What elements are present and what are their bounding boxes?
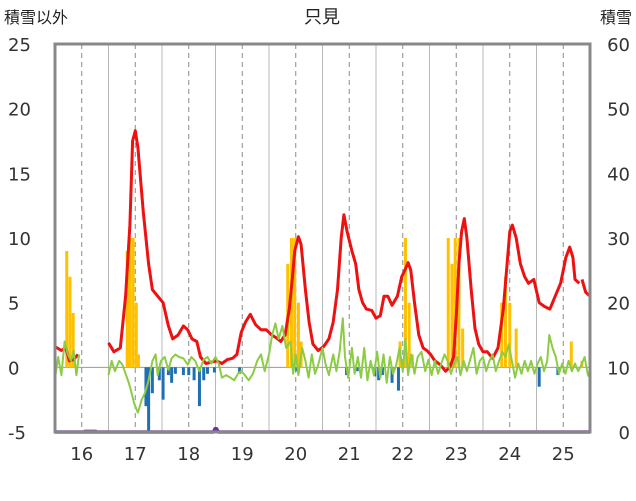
bar-precip (134, 302, 138, 368)
series-line (54, 340, 81, 378)
x-tick-label: 25 (552, 444, 575, 465)
left-tick-label: -5 (8, 423, 26, 444)
bar-precip (514, 328, 518, 368)
bar-blue (192, 367, 196, 381)
left-tick-label: 25 (8, 35, 31, 56)
bar-blue (238, 367, 242, 374)
x-tick-label: 24 (498, 444, 521, 465)
x-tick-label: 23 (445, 444, 468, 465)
bar-precip (403, 238, 407, 368)
series-line (107, 129, 581, 373)
bar-blue (150, 367, 154, 394)
bar-blue (170, 367, 174, 383)
right-axis-label: 積雪 (600, 8, 632, 27)
x-tick-label: 16 (70, 444, 93, 465)
bar-precip (500, 302, 504, 368)
right-tick-label: 0 (619, 423, 630, 444)
bar-precip (293, 238, 297, 368)
left-tick-label: 20 (8, 100, 31, 121)
bar-blue (197, 367, 201, 407)
bar-precip (446, 238, 450, 368)
left-tick-label: 0 (8, 358, 19, 379)
right-tick-label: 40 (607, 164, 630, 185)
bar-blue (537, 367, 541, 387)
bar-blue (396, 367, 400, 391)
bar-precip (68, 276, 72, 368)
bar-precip (71, 313, 75, 368)
bar-precip (508, 302, 512, 368)
right-tick-label: 50 (607, 100, 630, 121)
x-tick-label: 21 (338, 444, 361, 465)
left-tick-label: 15 (8, 164, 31, 185)
bar-precip (503, 276, 507, 368)
bar-blue (380, 367, 384, 376)
right-tick-label: 10 (607, 358, 630, 379)
left-axis-label: 積雪以外 (4, 8, 68, 27)
bar-blue (377, 367, 381, 381)
bar-blue (205, 367, 209, 374)
bar-blue (161, 367, 165, 400)
x-tick-label: 22 (391, 444, 414, 465)
left-y-ticks: -5 0 5 10 15 20 25 (8, 35, 31, 444)
bar-precip (136, 354, 140, 368)
bar-precip (407, 302, 411, 368)
left-tick-label: 10 (8, 229, 31, 250)
bar-blue (187, 367, 191, 376)
bar-blue (157, 367, 161, 381)
bar-precip (461, 328, 465, 368)
series-line (107, 317, 591, 414)
bar-blue (390, 367, 394, 383)
bar-blue (181, 367, 185, 376)
x-tick-label: 18 (177, 444, 200, 465)
bar-blue (166, 367, 170, 376)
x-ticks: 16 17 18 19 20 21 22 23 24 25 (70, 444, 574, 465)
x-tick-label: 20 (284, 444, 307, 465)
right-tick-label: 30 (607, 229, 630, 250)
bar-blue (147, 367, 151, 432)
bar-precip (289, 238, 293, 368)
bar-precip (450, 263, 454, 368)
bar-blue (173, 367, 177, 374)
bar-precip (128, 238, 132, 368)
left-tick-label: 5 (8, 294, 19, 315)
chart-title: 只見 (304, 7, 340, 28)
bar-precip (457, 238, 461, 368)
bar-precip (131, 238, 135, 368)
bar-precip (65, 250, 69, 368)
bar-blue (202, 367, 206, 381)
bar-blue (212, 367, 216, 373)
x-tick-label: 17 (124, 444, 147, 465)
right-tick-label: 60 (607, 35, 630, 56)
bar-precip (453, 238, 457, 368)
bar-blue (355, 367, 359, 372)
right-tick-label: 20 (607, 294, 630, 315)
bar-precip (296, 302, 300, 368)
plot-frame (53, 42, 592, 434)
x-tick-label: 19 (231, 444, 254, 465)
bar-precip (569, 341, 573, 368)
right-y-ticks: 0 10 20 30 40 50 60 (607, 35, 630, 444)
bar-precip (125, 250, 129, 368)
